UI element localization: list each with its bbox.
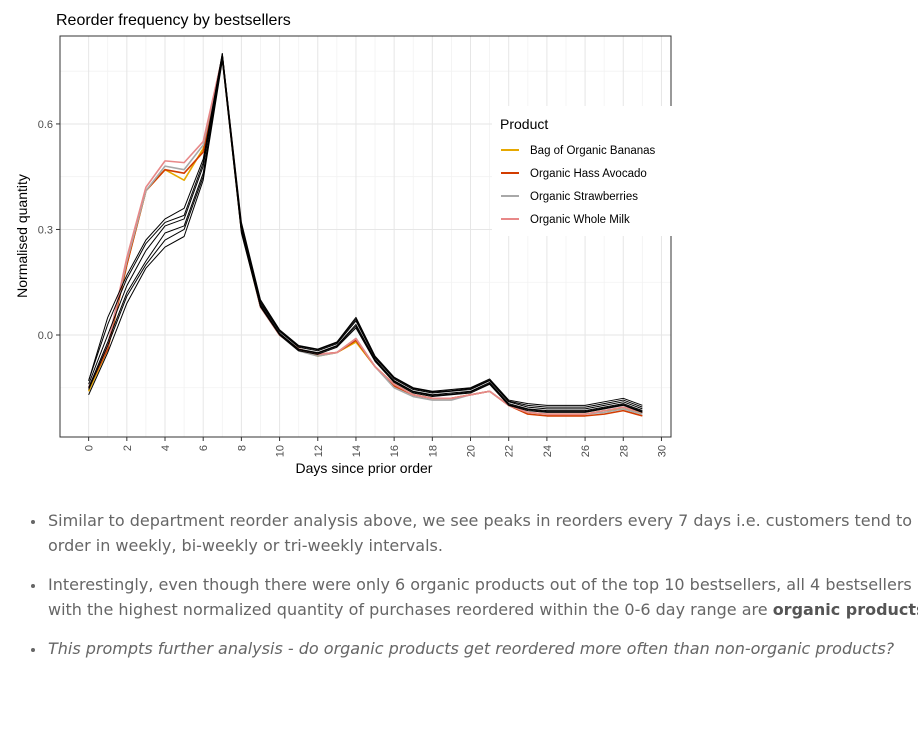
x-tick-label: 18 bbox=[427, 445, 439, 457]
x-tick-label: 14 bbox=[351, 445, 363, 457]
x-tick-label: 0 bbox=[84, 445, 96, 451]
x-tick-label: 4 bbox=[160, 445, 172, 451]
x-tick-label: 2 bbox=[122, 445, 134, 451]
panel-border bbox=[59, 35, 672, 438]
x-tick-label: 10 bbox=[275, 445, 287, 457]
legend-label: Organic Strawberries bbox=[530, 191, 638, 203]
x-tick-label: 28 bbox=[618, 445, 630, 457]
plot-background bbox=[60, 36, 671, 437]
reorder-frequency-chart: Reorder frequency by bestsellers 0 2 4 6 8 10… bbox=[14, 12, 672, 476]
finding-weekly-peaks: Similar to department reorder analysis a… bbox=[46, 508, 918, 558]
x-tick-label: 30 bbox=[656, 445, 668, 457]
series-line-7 bbox=[88, 56, 643, 412]
legend-label: Organic Hass Avocado bbox=[530, 168, 647, 180]
finding-further-analysis: This prompts further analysis - do organ… bbox=[46, 636, 918, 661]
x-tick-label: 6 bbox=[198, 445, 210, 451]
legend-label: Organic Whole Milk bbox=[530, 214, 630, 226]
x-tick-label: 26 bbox=[580, 445, 592, 457]
chart-title: Reorder frequency by bestsellers bbox=[56, 12, 291, 29]
series-line-organic-whole-milk bbox=[87, 56, 643, 415]
x-tick-label: 24 bbox=[542, 445, 554, 457]
findings-list: Similar to department reorder analysis a… bbox=[18, 508, 918, 675]
legend-items: Bag of Organic Bananas Organic Hass Avoca… bbox=[501, 145, 656, 226]
legend-label: Bag of Organic Bananas bbox=[530, 145, 656, 157]
series-line-9 bbox=[88, 53, 643, 408]
y-tick-label: 0.3 bbox=[38, 224, 53, 236]
legend: Product Bag of Organic Bananas Organic Ha… bbox=[492, 106, 672, 236]
legend-title: Product bbox=[500, 116, 548, 132]
plot-area bbox=[60, 36, 671, 437]
series-line-10 bbox=[88, 58, 643, 413]
finding-organic-bestsellers: Interestingly, even though there were on… bbox=[46, 572, 918, 622]
grid-minor-lines bbox=[60, 36, 671, 437]
y-tick-label: 0.6 bbox=[38, 119, 53, 131]
x-tick-label: 16 bbox=[389, 445, 401, 457]
series-line-8 bbox=[88, 60, 643, 413]
y-axis-label: Normalised quantity bbox=[14, 174, 30, 298]
finding-organic-bold: organic products bbox=[772, 600, 918, 619]
series-lines bbox=[87, 53, 643, 417]
finding-weekly-peaks-text: Similar to department reorder analysis a… bbox=[48, 511, 913, 555]
x-tick-label: 8 bbox=[236, 445, 248, 451]
y-tick-label: 0.0 bbox=[38, 330, 53, 342]
series-line-5 bbox=[88, 53, 643, 406]
chart-container: Reorder frequency by bestsellers 0 2 4 6 8 10… bbox=[14, 12, 672, 476]
finding-further-analysis-text: This prompts further analysis - do organ… bbox=[48, 639, 895, 658]
legend-background bbox=[492, 106, 672, 236]
y-axis: 0.0 0.3 0.6 bbox=[38, 119, 60, 342]
x-axis-label: Days since prior order bbox=[296, 460, 433, 476]
series-line-6 bbox=[88, 56, 643, 410]
x-tick-label: 20 bbox=[466, 445, 478, 457]
x-tick-label: 12 bbox=[313, 445, 325, 457]
panel-border-rect bbox=[59, 35, 672, 438]
x-tick-label: 22 bbox=[504, 445, 516, 457]
x-axis: 0 2 4 6 8 10 12 14 16 18 20 22 24 26 28 30 bbox=[84, 437, 668, 457]
finding-organic-text: Interestingly, even though there were on… bbox=[48, 575, 912, 619]
